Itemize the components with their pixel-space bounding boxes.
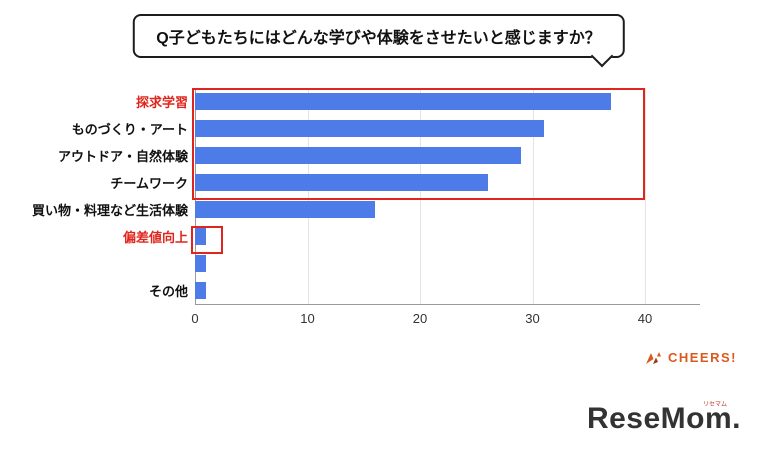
gridline [532, 88, 534, 304]
bar [195, 201, 375, 218]
chart-title: Q子どもたちにはどんな学びや体験をさせたいと感じますか？ [156, 30, 601, 47]
category-label: アウトドア・自然体験 [57, 149, 188, 164]
bar-track [195, 115, 645, 142]
x-axis-line [195, 304, 700, 305]
bar [195, 174, 488, 191]
x-tick-label: 40 [637, 311, 653, 326]
chart-title-bubble: Q子どもたちにはどんな学びや体験をさせたいと感じますか？ [132, 14, 625, 58]
gridline [420, 88, 421, 304]
gridline [307, 88, 309, 304]
chart-row: 偏差値向上 [0, 223, 757, 250]
cheers-logo-mark [645, 352, 661, 364]
bar-track [195, 142, 645, 169]
x-axis-ticks: 0 10 20 30 40 [191, 311, 700, 329]
bar [195, 228, 207, 245]
category-label: 探求学習 [135, 95, 188, 110]
cheers-logo-text: CHEERS! [667, 350, 737, 365]
y-axis-line [195, 88, 196, 304]
highlight-box-top4 [192, 88, 645, 200]
chart-row: 探求学習 [0, 88, 757, 115]
chart-row: ものづくり・アート [0, 115, 757, 142]
bar-track [195, 196, 645, 223]
category-label: 偏差値向上 [122, 230, 188, 245]
bar-chart: 探求学習ものづくり・アートアウトドア・自然体験チームワーク買い物・料理など生活体… [0, 88, 757, 304]
chart-row [0, 250, 757, 277]
bar [195, 120, 544, 137]
plot-gridlines [195, 88, 700, 304]
x-tick-label: 20 [412, 311, 428, 326]
chart-row: アウトドア・自然体験 [0, 142, 757, 169]
cheers-logo: CHEERS! [645, 350, 737, 365]
bar-track [195, 250, 645, 277]
category-label: ものづくり・アート [71, 122, 188, 137]
resemom-ruby-text: リセマム [702, 402, 727, 408]
chart-row: その他 [0, 277, 757, 304]
category-label: 買い物・料理など生活体験 [31, 203, 188, 218]
category-label: その他 [148, 284, 188, 299]
bar [195, 93, 612, 110]
x-tick-label: 10 [300, 311, 315, 326]
bar-track [195, 169, 645, 196]
highlight-box-hensachi [191, 226, 223, 254]
chart-row: 買い物・料理など生活体験 [0, 196, 757, 223]
bar-track [195, 88, 645, 115]
bar-track [195, 223, 645, 250]
x-tick-label: 30 [525, 311, 540, 326]
category-label: チームワーク [110, 176, 188, 191]
bar [195, 282, 207, 299]
chart-row: チームワーク [0, 169, 757, 196]
bar-track [195, 277, 645, 304]
x-tick-label: 0 [191, 311, 199, 326]
resemom-logo: リセマム ReseMom. [587, 402, 741, 436]
bar [195, 147, 522, 164]
gridline [645, 88, 646, 304]
bar [195, 255, 207, 272]
resemom-logo-text: ReseMom. [586, 402, 741, 435]
